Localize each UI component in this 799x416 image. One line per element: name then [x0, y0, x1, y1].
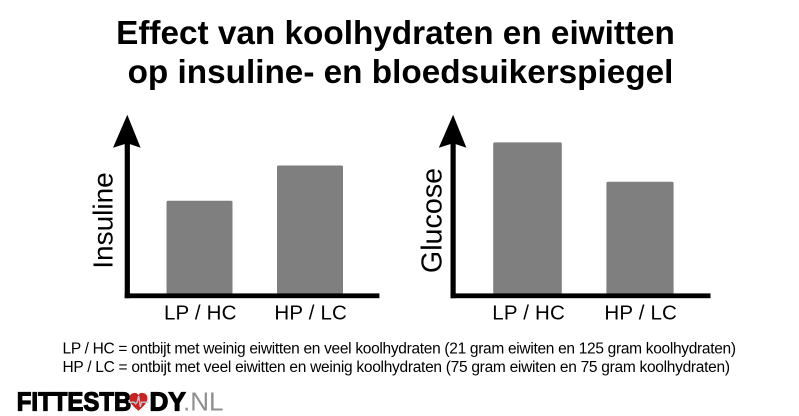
- svg-text:Effect van koolhydraten en eiw: Effect van koolhydraten en eiwitten: [116, 15, 675, 52]
- svg-text:Insuline: Insuline: [88, 172, 119, 269]
- svg-text:HP / LC: HP / LC: [604, 302, 677, 325]
- svg-text:HP / LC: HP / LC: [274, 302, 347, 325]
- svg-text:Glucose: Glucose: [417, 168, 449, 273]
- svg-text:FITTESTB: FITTESTB: [17, 387, 132, 416]
- svg-text:HP / LC = ontbijt met veel eiw: HP / LC = ontbijt met veel eiwitten en w…: [63, 359, 731, 376]
- svg-text:LP / HC: LP / HC: [164, 302, 237, 325]
- svg-text:LP / HC: LP / HC: [492, 302, 565, 325]
- svg-text:op insuline- en bloedsuikerspi: op insuline- en bloedsuikerspiegel: [128, 54, 674, 91]
- svg-text:LP / HC = ontbijt met weinig e: LP / HC = ontbijt met weinig eiwitten en…: [63, 340, 737, 357]
- svg-text:DY: DY: [150, 387, 186, 416]
- svg-text:.NL: .NL: [183, 387, 224, 416]
